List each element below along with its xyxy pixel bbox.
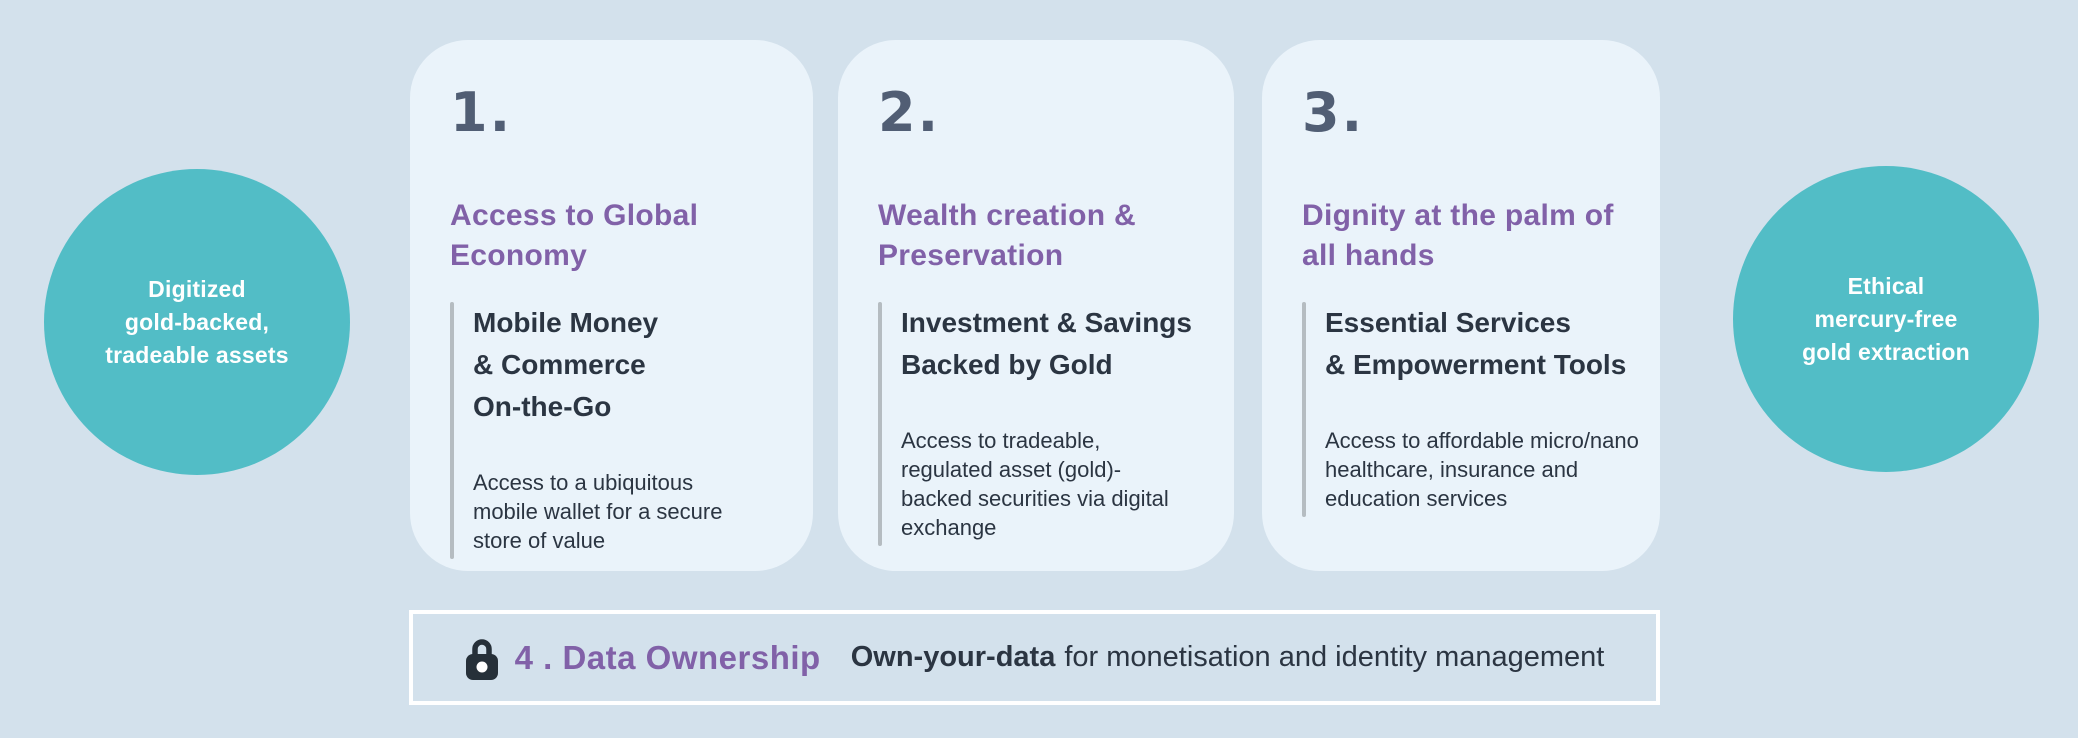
card-wealth-creation: 2. Wealth creation & Preservation Invest… (838, 40, 1234, 571)
card-content: Investment & Savings Backed by Gold Acce… (878, 302, 1206, 546)
right-circle: Ethical mercury-free gold extraction (1733, 166, 2039, 472)
data-ownership-banner: 4 . Data Ownership Own-your-data for mon… (409, 610, 1660, 705)
divider-bar (878, 302, 882, 546)
card-subtitle: Essential Services & Empowerment Tools (1325, 307, 1627, 380)
card-subtitle: Investment & Savings Backed by Gold (901, 307, 1192, 380)
card-title: Access to Global Economy (450, 199, 699, 272)
card-description: Access to tradeable, regulated asset (go… (901, 428, 1169, 540)
card-dignity: 3. Dignity at the palm of all hands Esse… (1262, 40, 1660, 571)
left-circle-label: Digitized gold-backed, tradeable assets (105, 275, 289, 368)
card-number: 1. (450, 81, 513, 144)
card-texts: Essential Services & Empowerment Tools A… (1325, 302, 1639, 517)
card-subtitle: Mobile Money & Commerce On-the-Go (473, 307, 659, 422)
divider-bar (450, 302, 454, 559)
card-number: 3. (1302, 81, 1365, 144)
banner-text: for monetisation and identity management (1064, 641, 1605, 673)
card-texts: Mobile Money & Commerce On-the-Go Access… (473, 302, 722, 559)
card-access-global-economy: 1. Access to Global Economy Mobile Money… (410, 40, 813, 571)
card-texts: Investment & Savings Backed by Gold Acce… (901, 302, 1192, 546)
divider-bar (1302, 302, 1306, 517)
card-content: Essential Services & Empowerment Tools A… (1302, 302, 1639, 517)
lock-icon (465, 638, 498, 680)
banner-title: 4 . Data Ownership (514, 638, 821, 676)
banner-bold-text: Own-your-data (850, 641, 1056, 673)
card-title: Dignity at the palm of all hands (1302, 199, 1614, 272)
card-title: Wealth creation & Preservation (878, 199, 1136, 272)
card-content: Mobile Money & Commerce On-the-Go Access… (450, 302, 785, 559)
right-circle-label: Ethical mercury-free gold extraction (1802, 272, 1970, 365)
card-description: Access to a ubiquitous mobile wallet for… (473, 470, 723, 553)
card-description: Access to affordable micro/nano healthca… (1325, 428, 1639, 511)
card-number: 2. (878, 81, 941, 144)
left-circle: Digitized gold-backed, tradeable assets (44, 169, 350, 475)
